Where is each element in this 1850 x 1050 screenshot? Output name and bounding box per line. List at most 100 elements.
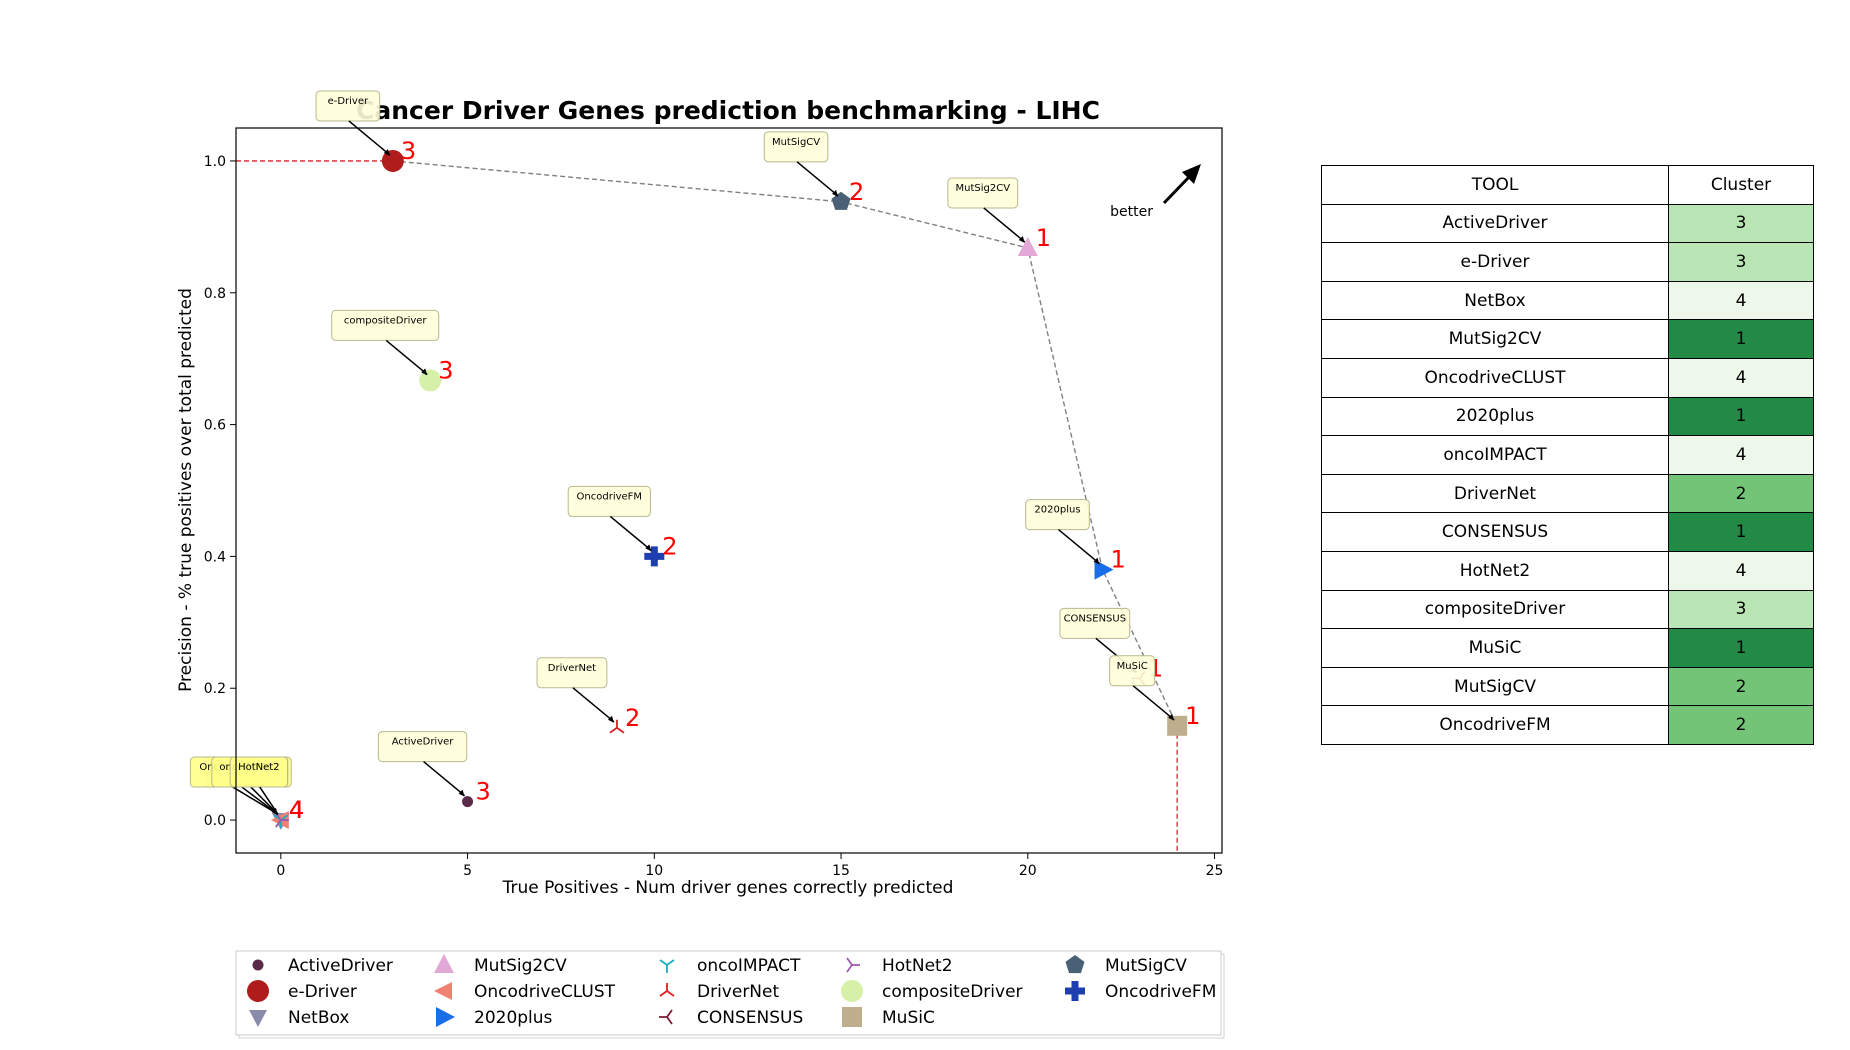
- legend-item-activedriver: ActiveDriver: [252, 956, 393, 976]
- table-row: HotNet2 4: [1321, 550, 1814, 591]
- annotation-arrow: [796, 161, 839, 197]
- legend-label: OncodriveCLUST: [474, 982, 616, 1002]
- better-arrow-shaft: [1162, 174, 1192, 205]
- annotation-box: [567, 485, 651, 517]
- legend-label: OncodriveFM: [1105, 982, 1216, 1002]
- cluster-number-label: 4: [289, 796, 304, 824]
- legend-label: HotNet2: [882, 956, 953, 976]
- annotation-label: 2020plus: [1034, 505, 1080, 516]
- point-annotations: ActiveDriver3e-Driver3NetBox4MutSig2CV1O…: [189, 90, 1200, 824]
- cluster-cell: 1: [1668, 628, 1814, 668]
- cluster-number-label: 3: [401, 137, 416, 165]
- annotation-drivernet: DriverNet 2: [536, 657, 640, 732]
- legend-label: NetBox: [288, 1008, 349, 1028]
- plot-frame: [235, 127, 1223, 854]
- annotation-arrow: [250, 786, 279, 815]
- annotation-box: [947, 177, 1019, 209]
- annotation-activedriver: ActiveDriver 3: [377, 731, 491, 806]
- annotation-label: HotNet2: [238, 762, 279, 773]
- annotation-box: [331, 309, 440, 341]
- annotation-box: [1109, 655, 1156, 687]
- cluster-number-label: 3: [438, 356, 453, 384]
- tool-cell: NetBox: [1321, 280, 1669, 321]
- legend-marker: [252, 959, 264, 971]
- annotation-arrowhead: [421, 368, 428, 376]
- cluster-cell: 4: [1668, 435, 1814, 475]
- annotation-arrowhead: [645, 544, 652, 552]
- y-tick-label: 0.8: [204, 286, 226, 302]
- cluster-number-label: 2: [849, 178, 864, 206]
- legend-label: MutSig2CV: [474, 956, 567, 976]
- tool-cell: OncodriveFM: [1321, 705, 1669, 745]
- legend-label: MutSigCV: [1105, 956, 1187, 976]
- table-row: ActiveDriver 3: [1321, 203, 1814, 244]
- cluster-number-label: 2: [662, 532, 677, 560]
- pareto-front: [392, 160, 1178, 727]
- legend-marker: [436, 1007, 455, 1027]
- table-row: MuSiC 1: [1321, 628, 1814, 668]
- annotation-music: MuSiC 1: [1109, 655, 1200, 730]
- tool-cell: MuSiC: [1321, 628, 1669, 668]
- legend-item-music: MuSiC: [842, 1007, 935, 1028]
- annotation-label: ActiveDriver: [392, 737, 455, 748]
- legend-marker: [659, 959, 675, 973]
- annotation-box: [377, 731, 468, 763]
- tool-cell: 2020plus: [1321, 396, 1669, 437]
- legend-box: [235, 950, 1222, 1036]
- legend-item-hotnet2: HotNet2: [846, 956, 953, 976]
- annotation-arrow: [1132, 685, 1175, 721]
- legend-item-oncodriveclust: OncodriveCLUST: [434, 982, 616, 1002]
- table-row: 2020plus 1: [1321, 396, 1814, 437]
- cluster-cell: 1: [1668, 512, 1814, 552]
- table-row: CONSENSUS 1: [1321, 512, 1814, 552]
- annotation-label: compositeDriver: [344, 315, 428, 326]
- annotation-label: MuSiC: [1117, 661, 1148, 672]
- legend: ActiveDriver e-Driver NetBox MutSig2CV Oncod…: [235, 950, 1225, 1039]
- annotation-arrowhead: [607, 715, 614, 723]
- annotation-oncodrivefm: OncodriveFM 2: [567, 485, 678, 560]
- header-cluster: Cluster: [1668, 165, 1814, 205]
- tool-cell: MutSigCV: [1321, 666, 1669, 707]
- legend-item-oncodrivefm: OncodriveFM: [1065, 981, 1216, 1002]
- annotation-label: CONSENSUS: [1064, 613, 1127, 624]
- legend-marker: [434, 954, 454, 973]
- annotation-compositedriver: compositeDriver 3: [331, 309, 453, 384]
- annotation-box: [1059, 607, 1131, 639]
- y-tick-label: 0.6: [204, 418, 226, 434]
- cluster-cell: 1: [1668, 319, 1814, 359]
- cluster-cell: 1: [1668, 396, 1814, 437]
- marker-music: [1167, 715, 1188, 736]
- better-indicator: better: [1110, 164, 1201, 220]
- cluster-cell: 4: [1668, 550, 1814, 591]
- annotation-label: OncodriveFM: [577, 491, 643, 502]
- table-row: OncodriveFM 2: [1321, 705, 1814, 745]
- better-label: better: [1110, 204, 1153, 220]
- table-row: DriverNet 2: [1321, 473, 1814, 514]
- cluster-cell: 2: [1668, 705, 1814, 745]
- legend-item-netbox: NetBox: [249, 1008, 349, 1028]
- legend-marker: [1065, 981, 1085, 1001]
- y-tick-label: 0.4: [204, 549, 226, 565]
- cluster-number-label: 2: [625, 704, 640, 732]
- y-tick-label: 0.2: [204, 681, 226, 697]
- legend-item-consensus: CONSENSUS: [659, 1008, 803, 1028]
- cluster-cell: 2: [1668, 473, 1814, 514]
- annotation-arrow: [232, 786, 279, 815]
- legend-marker: [434, 982, 452, 1000]
- axes: 0 5 10 15 20 25 0.0 0.2 0.4 0.6 0.8 1.0: [204, 127, 1223, 879]
- annotation-arrow: [241, 786, 279, 815]
- marker-oncodrivefm: [644, 546, 665, 567]
- annotation-arrow: [572, 687, 615, 723]
- annotation-arrow: [983, 207, 1026, 243]
- annotation-2020plus: 2020plus 1: [1025, 499, 1126, 574]
- table-row: MutSig2CV 1: [1321, 319, 1814, 359]
- annotation-arrowhead: [383, 148, 390, 156]
- cluster-number-label: 1: [1110, 546, 1125, 574]
- annotation-box: [536, 657, 608, 689]
- better-arrowhead: [1182, 164, 1201, 184]
- header-tool: TOOL: [1321, 165, 1669, 205]
- cluster-cell: 3: [1668, 203, 1814, 244]
- annotation-e-driver: e-Driver 3: [315, 90, 416, 165]
- x-tick-label: 0: [276, 863, 285, 879]
